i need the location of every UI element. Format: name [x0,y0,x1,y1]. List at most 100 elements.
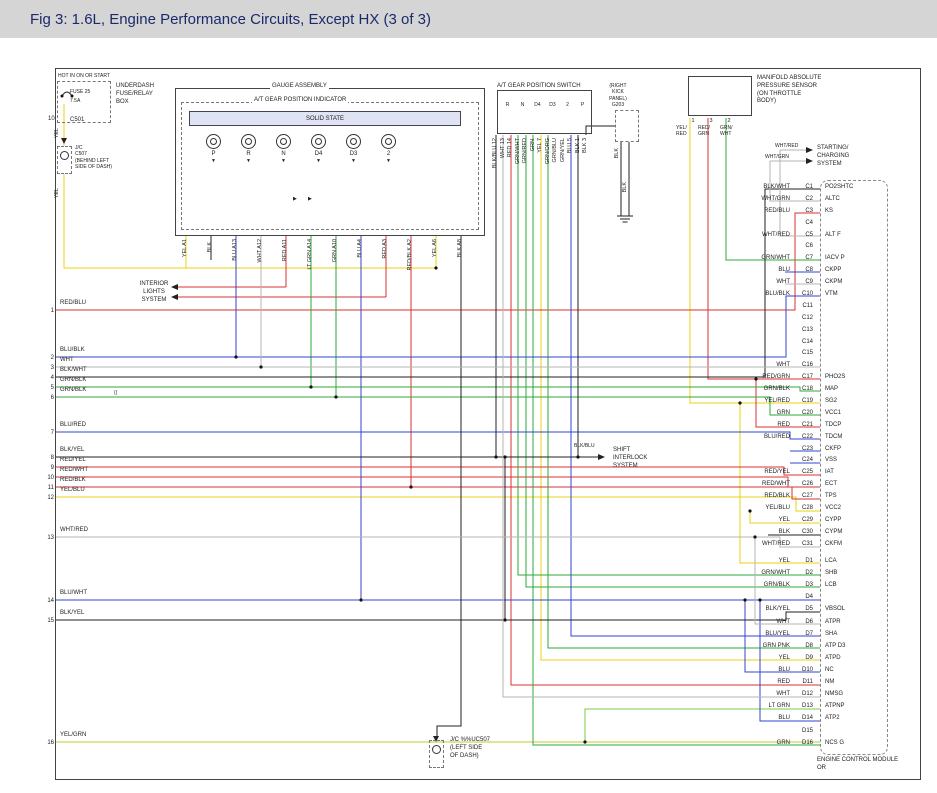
ecm-wire-color: YEL/BLU [765,504,790,511]
inline-connector-mark: (( [114,390,118,396]
ground-symbol-icon [617,215,633,223]
ecm-wire-color: WHT/RED [762,231,790,238]
lamp-bulb-icon [346,134,361,149]
ecm-pin-number: D5 [805,606,813,613]
ecm-wire-color: YEL [778,654,790,661]
ecm-pin-row: BLK C30 CYPM [726,528,890,540]
ecm-signal-name: PO2SHTC [825,183,854,190]
ecm-pin-number: C22 [801,433,813,440]
gauge-pin-label: RED A3 [382,239,388,259]
ecm-signal-name: VBSOL [825,606,846,613]
ecm-pin-row: WHT D6 ATPR [726,618,890,630]
ecm-pin-row: BLU C8 CKPP [726,266,890,278]
gear-switch-box [497,90,592,134]
ecm-pin-number: D9 [805,654,813,661]
ecm-signal-name: PHO2S [825,374,846,381]
gear-switch-pin-labels: BLK/BLU 12 WHT 13 RED 14 GRN/WHT GRN/RED… [492,138,590,198]
lamp-letter: N [281,151,286,157]
ecm-signal-name: TDCM [825,433,843,440]
ecm-signal-name: VTM [825,290,838,297]
switch-pin-label: YEL 7 [537,138,543,153]
wire-label-wht-grn: WHT/GRN [765,154,789,160]
gear-indicator-lamp: P ▼ [196,134,231,164]
wire-label-wht-red: WHT/RED [775,143,799,149]
ecm-wire-color: GRN/WHT [761,570,790,577]
switch-pin-label: BLK/BLU 12 [492,138,498,169]
ecm-wire-color: GRN/BLK [763,386,790,393]
ecm-wire-color: LT GRN [768,703,790,710]
ecm-name-label: ENGINE CONTROL MODULE OR [817,757,899,771]
black-wires [55,125,820,738]
ecm-wire-color: WHT/RED [762,540,790,547]
gauge-pin-label: GRN A10 [332,239,338,263]
ecm-signal-name: VSS [825,457,838,464]
left-wire-4: 4 BLK/WHT [50,367,87,381]
ecm-wire-color: RED [777,421,790,428]
ecm-wire-color: GRN [776,409,790,416]
ecm-pin-number: C13 [801,326,813,333]
fuse-box [57,81,111,123]
gauge-pin-label: BLU A13 [232,239,238,261]
ecm-wire-color: GRN/BLK [763,582,790,589]
ecm-signal-name: ATPNP [825,703,845,710]
ecm-signal-name: TDCP [825,421,842,428]
ecm-pin-number: D2 [805,570,813,577]
ecm-pin-number: C14 [801,338,813,345]
ecm-wire-color: BLU [778,667,790,674]
down-arrow-icon: ▼ [211,158,216,164]
ecm-pin-row: WHT C16 [726,361,890,373]
ecm-pin-row: GRN/BLK C18 MAP [726,385,890,397]
ecm-pin-row: C11 [726,302,890,314]
ecm-pin-number: C24 [801,457,813,464]
ecm-c-pin-rows: BLK/WHT C1 PO2SHTC WHT/GRN C2 ALTC RED/B… [726,183,890,552]
ecm-pin-row: BLU D14 ATP2 [726,714,890,726]
ecm-pin-number: D10 [801,667,813,674]
fusebox-label: UNDERDASH FUSE/RELAY BOX [116,83,155,105]
left-wire-11: 11 RED/BLK [47,477,86,491]
ecm-signal-name: ALT F [825,231,841,238]
ecm-wire-color: WHT [776,618,790,625]
ecm-wire-color: BLU [778,715,790,722]
ecm-pin-number: C11 [802,302,813,309]
ecm-pin-row: WHT/GRN C2 ALTC [726,195,890,207]
ecm-pin-row: GRN C20 VCC1 [726,409,890,421]
down-arrow-icon: ▼ [281,158,286,164]
ecm-box [820,180,888,755]
map-wire-label: YEL/ RED [676,125,687,137]
ecm-signal-name: ALTC [825,195,840,202]
gear-indicator-lamp: 2 ▼ [371,134,406,164]
ecm-pin-number: C17 [801,374,813,381]
ecm-pin-number: C7 [805,255,813,262]
figure-title-bar: Fig 3: 1.6L, Engine Performance Circuits… [0,0,937,38]
wire-label-blk-blu: BLK/BLU [574,443,595,449]
map-sensor-pins: 1 3 2 [684,118,738,124]
ecm-pin-number: C27 [801,493,813,500]
ecm-pin-number: C10 [801,290,813,297]
interior-lights-label: INTERIOR LIGHTS SYSTEM [139,281,169,303]
ecm-signal-name: LCB [825,582,837,589]
fuse-name: FUSE 25 [70,89,91,95]
gear-position-letter: D4 [534,102,541,108]
left-wire-6: 6 GRN/BLK [50,387,87,401]
ecm-pin-row: GRN/WHT D2 SHB [726,569,890,581]
junction-connector-c507 [57,146,72,174]
ecm-pin-row: RED/WHT C26 ECT [726,480,890,492]
switch-pin-label: RED 14 [507,138,513,158]
ecm-signal-name: SHB [825,570,838,577]
ecm-wire-color: BLU/YEL [765,630,790,637]
ground-connector-box [615,110,639,142]
ecm-signal-name: NCS G [825,739,845,746]
ecm-wire-color: WHT/GRN [761,195,790,202]
ecm-pin-number: C1 [805,183,813,190]
ecm-pin-row: RED D11 NM [726,678,890,690]
ecm-pin-row: BLU/BLK C10 VTM [726,290,890,302]
left-wire-12: 12 YEL/BLU [47,487,85,501]
ecm-signal-name: SHA [825,630,838,637]
ecm-signal-name: SG2 [825,397,838,404]
ecm-pin-number: C4 [805,219,813,226]
ecm-wire-color: RED/WHT [762,481,790,488]
ecm-signal-name: MAP [825,386,839,393]
lamp-bulb-icon [311,134,326,149]
ecm-pin-row: C13 [726,326,890,338]
